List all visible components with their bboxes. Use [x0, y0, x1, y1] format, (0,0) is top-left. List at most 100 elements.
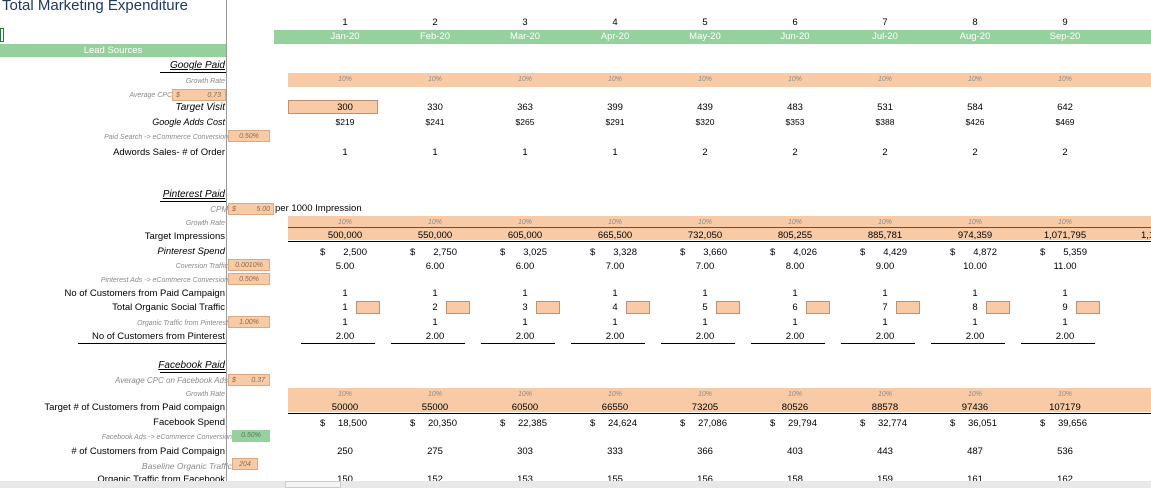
facebook-growth-cell[interactable]: 10%	[337, 391, 352, 398]
facebook-customers-cell: 250	[337, 446, 353, 457]
google-conversion-label: Paid Search -> eCommerce Conversion	[104, 134, 228, 141]
google-cost-cell: $426	[965, 117, 985, 127]
google-growth-cell[interactable]: 10%	[337, 76, 352, 83]
pinterest-organic-social-box[interactable]	[1076, 301, 1100, 314]
pinterest-organic-social-box[interactable]	[536, 301, 560, 314]
facebook-conversion-input[interactable]: 0.50%	[232, 430, 270, 442]
pinterest-growth-cell[interactable]: 10%	[337, 219, 352, 226]
facebook-spend-cell: 39,656	[1057, 418, 1087, 429]
google-growth-cell[interactable]: 10%	[517, 76, 532, 83]
pinterest-growth-cell[interactable]: 10%	[1057, 219, 1072, 226]
column-number: 1	[342, 17, 348, 28]
pinterest-organic-social-cell[interactable]: 9	[1062, 302, 1068, 313]
pinterest-organic-social-cell[interactable]: 8	[972, 302, 978, 313]
pinterest-organic-from-input[interactable]: 1.00%	[228, 316, 270, 328]
pinterest-organic-social-cell[interactable]: 2	[432, 302, 438, 313]
pinterest-spend-currency: $	[950, 247, 956, 258]
pinterest-impressions-cell: 974,359	[957, 230, 993, 241]
pinterest-growth-cell[interactable]: 10%	[517, 219, 532, 226]
pinterest-organic-social-cell[interactable]: 1	[342, 302, 348, 313]
pinterest-organic-social-cell[interactable]: 4	[612, 302, 618, 313]
google-orders-cell: 2	[1062, 147, 1068, 158]
facebook-growth-cell[interactable]: 10%	[967, 391, 982, 398]
pinterest-growth-cell[interactable]: 10%	[967, 219, 982, 226]
facebook-spend-currency: $	[770, 418, 776, 429]
pinterest-organic-from-cell: 1	[1062, 317, 1068, 328]
pinterest-organic-from-cell: 1	[792, 317, 798, 328]
pinterest-organic-from-cell: 1	[702, 317, 708, 328]
google-avg-cpc-value: 0.73	[207, 92, 221, 99]
facebook-growth-cell[interactable]: 10%	[517, 391, 532, 398]
pinterest-customers-cell: 2.00	[1055, 331, 1075, 342]
pinterest-organic-social-cell[interactable]: 7	[882, 302, 888, 313]
column-number: 9	[1062, 17, 1068, 28]
active-cell-marker[interactable]	[0, 28, 4, 42]
pinterest-organic-social-box[interactable]	[626, 301, 650, 314]
pinterest-organic-social-box[interactable]	[896, 301, 920, 314]
horizontal-scrollbar[interactable]	[0, 481, 1151, 488]
google-growth-cell[interactable]: 10%	[787, 76, 802, 83]
pinterest-growth-cell[interactable]: 10%	[607, 219, 622, 226]
facebook-organic-cell: 156	[697, 474, 713, 485]
pinterest-growth-cell[interactable]: 10%	[427, 219, 442, 226]
pinterest-customers-paid-label: No of Customers from Paid Campaign	[64, 288, 225, 299]
facebook-target-cell[interactable]: 50000	[331, 402, 359, 413]
pinterest-customers-paid-cell: 1	[1062, 288, 1068, 299]
pinterest-organic-social-box[interactable]	[806, 301, 830, 314]
facebook-growth-cell[interactable]: 10%	[697, 391, 712, 398]
scrollbar-thumb[interactable]	[285, 481, 341, 488]
google-conversion-input[interactable]: 0.50%	[228, 130, 270, 142]
google-visit-cell: 439	[697, 102, 713, 113]
facebook-spend-cell: 27,086	[697, 418, 727, 429]
pinterest-organic-social-box[interactable]	[716, 301, 740, 314]
facebook-growth-cell[interactable]: 10%	[427, 391, 442, 398]
pinterest-growth-cell[interactable]: 10%	[697, 219, 712, 226]
pinterest-organic-social-box[interactable]	[986, 301, 1010, 314]
facebook-spend-currency: $	[590, 418, 596, 429]
pinterest-spend-currency: $	[860, 247, 866, 258]
google-growth-cell[interactable]: 10%	[427, 76, 442, 83]
pinterest-cpm-input[interactable]: $ 5.00	[228, 203, 274, 215]
pinterest-growth-cell[interactable]: 10%	[787, 219, 802, 226]
google-growth-cell[interactable]: 10%	[697, 76, 712, 83]
google-growth-cell[interactable]: 10%	[877, 76, 892, 83]
column-divider	[226, 0, 227, 481]
pinterest-spend-cell: 3,025	[523, 247, 547, 258]
google-visit-cell[interactable]: 300	[337, 102, 353, 113]
google-header-underline	[160, 72, 226, 73]
pinterest-organic-social-box[interactable]	[356, 301, 380, 314]
google-growth-cell[interactable]: 10%	[1057, 76, 1072, 83]
pinterest-growth-cell[interactable]: 10%	[877, 219, 892, 226]
facebook-paid-header: Facebook Paid	[158, 360, 225, 371]
facebook-avg-cpc-input[interactable]: $ 0.37	[228, 374, 270, 386]
pinterest-customers-paid-cell: 1	[432, 288, 438, 299]
facebook-spend-currency: $	[500, 418, 506, 429]
facebook-spend-cell: 36,051	[967, 418, 997, 429]
pinterest-conversion-input[interactable]: 0.50%	[228, 273, 270, 285]
pinterest-organic-social-cell[interactable]: 6	[792, 302, 798, 313]
pinterest-organic-social-cell[interactable]: 3	[522, 302, 528, 313]
google-growth-cell[interactable]: 10%	[607, 76, 622, 83]
facebook-organic-cell: 152	[427, 474, 443, 485]
google-orders-cell: 1	[342, 147, 348, 158]
facebook-target-cell: 80526	[781, 402, 809, 413]
facebook-customers-cell: 443	[877, 446, 893, 457]
google-growth-cell[interactable]: 10%	[967, 76, 982, 83]
facebook-baseline-input[interactable]: 204	[232, 458, 258, 470]
pinterest-traffic-cell: 8.00	[785, 261, 805, 272]
customers-underline	[481, 343, 555, 344]
pinterest-growth-band	[288, 216, 1151, 240]
pinterest-organic-from-cell: 1	[432, 317, 438, 328]
facebook-growth-cell[interactable]: 10%	[1057, 391, 1072, 398]
google-orders-cell: 2	[882, 147, 888, 158]
facebook-growth-cell[interactable]: 10%	[877, 391, 892, 398]
pinterest-organic-social-box[interactable]	[446, 301, 470, 314]
pinterest-organic-from-label: Organic Traffic from Pinterest	[137, 320, 228, 327]
facebook-growth-cell[interactable]: 10%	[607, 391, 622, 398]
pinterest-organic-social-cell[interactable]: 5	[702, 302, 708, 313]
google-visit-input-cell[interactable]	[288, 100, 378, 114]
facebook-growth-cell[interactable]: 10%	[787, 391, 802, 398]
google-avg-cpc-input[interactable]: $ 0.73	[172, 89, 226, 101]
pinterest-traffic-input[interactable]: 0.0010%	[228, 259, 270, 271]
facebook-organic-cell: 155	[607, 474, 623, 485]
